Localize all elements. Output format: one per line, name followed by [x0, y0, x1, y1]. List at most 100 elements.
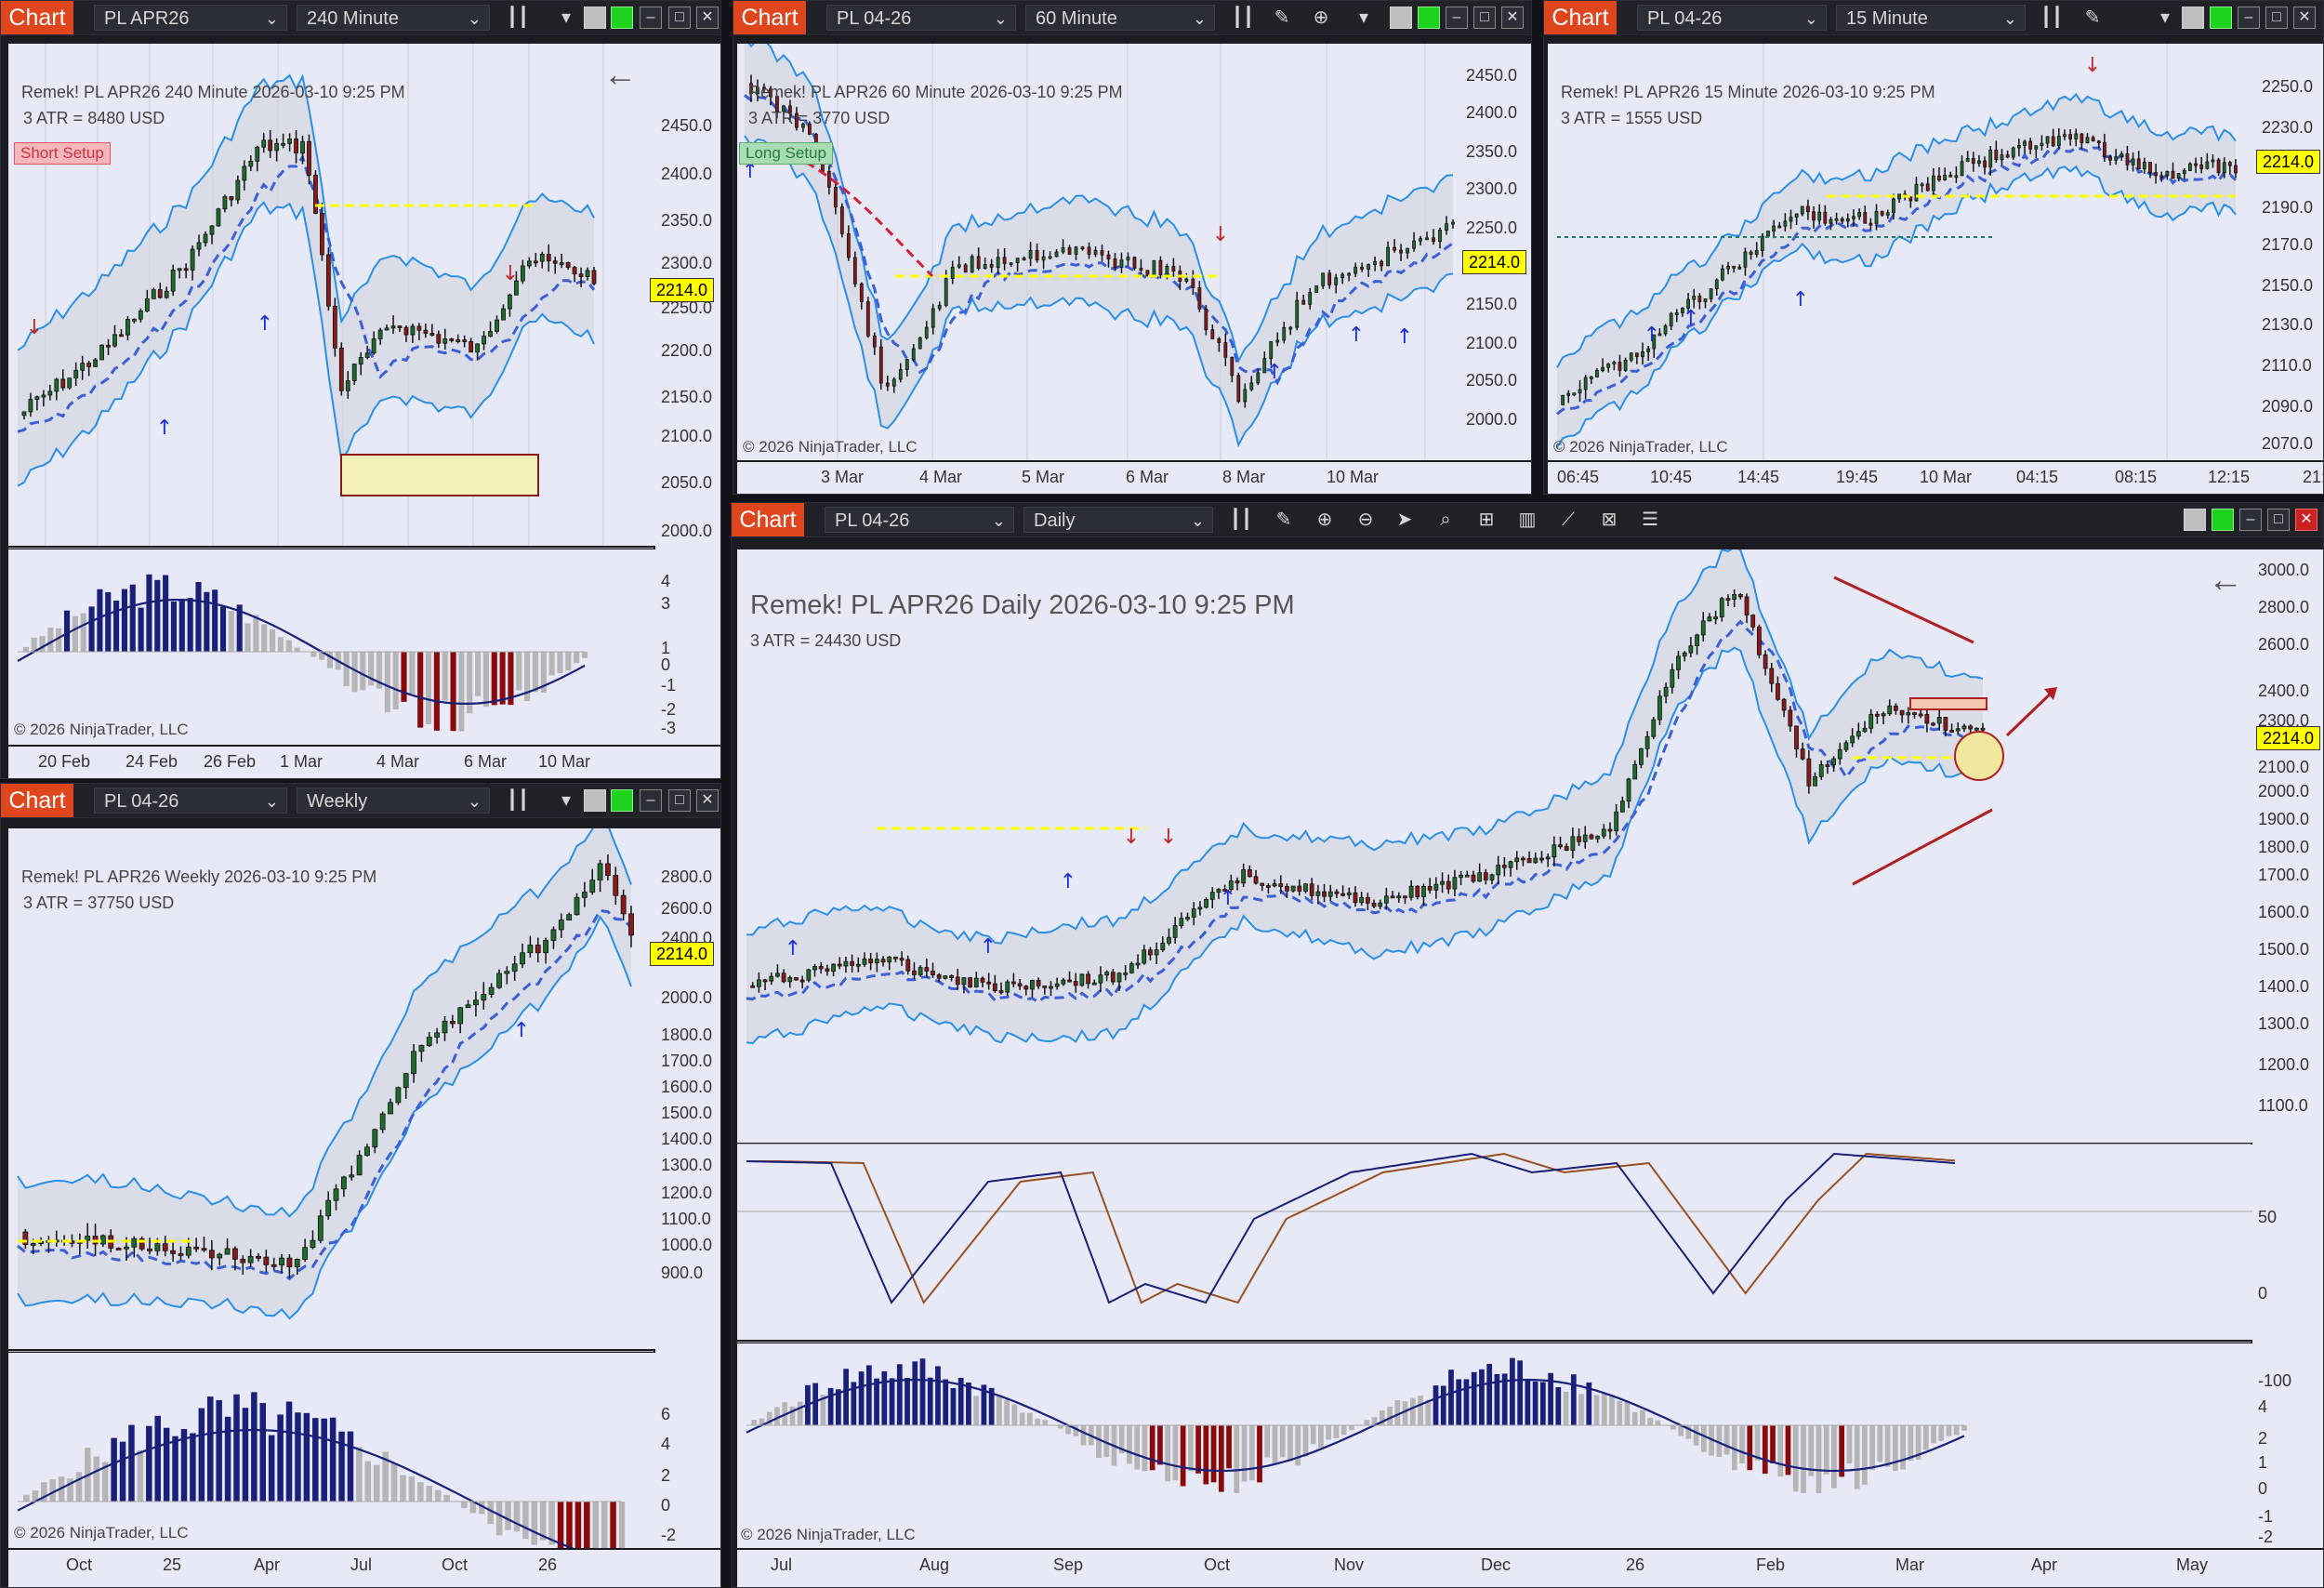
title-bar[interactable]: Chart PL 04-26 ⌄ 15 Minute ⌄ ┃┃ ✎ ▾ – □ ✕ — [1544, 1, 2323, 35]
price-panel[interactable]: ↑ ↓ ↑ ↑ ↑ Remek! PL APR26 60 Minute 2026-03-… — [737, 44, 1460, 460]
instrument-selector[interactable]: PL 04-26 ⌄ — [94, 787, 287, 814]
chart-menu-button[interactable]: Chart — [733, 1, 806, 34]
price-axis[interactable]: 2800.0 2600.0 2400.0 2000.0 1800.0 1700.0 1600… — [655, 828, 720, 1548]
minimize-button[interactable]: – — [2239, 509, 2262, 531]
properties-icon[interactable]: ⊞ — [1478, 509, 1495, 530]
pencil-icon[interactable]: ✎ — [2084, 7, 2101, 28]
chart-window-15min[interactable]: Chart PL 04-26 ⌄ 15 Minute ⌄ ┃┃ ✎ ▾ – □ ✕ … — [1543, 0, 2324, 495]
interval-selector[interactable]: 240 Minute ⌄ — [297, 5, 490, 31]
instrument-selector[interactable]: PL 04-26 ⌄ — [826, 5, 1016, 31]
oscillator-panel[interactable]: © 2026 NinjaTrader, LLC — [8, 1353, 655, 1548]
chart-menu-button[interactable]: Chart — [732, 503, 804, 536]
maximize-button[interactable]: □ — [2265, 7, 2288, 29]
instrument-selector[interactable]: PL 04-26 ⌄ — [825, 507, 1014, 533]
title-bar[interactable]: Chart PL 04-26 ⌄ Weekly ⌄ ┃┃ ▾ – □ ✕ — [1, 784, 720, 818]
chart-window-60min[interactable]: Chart PL 04-26 ⌄ 60 Minute ⌄ ┃┃ ✎ ⊕ ▾ – □ … — [733, 0, 1532, 495]
minimize-button[interactable]: – — [2238, 7, 2260, 29]
price-panel[interactable]: ↓ ↑ ↑ ↓ Remek! PL APR26 240 Minute 2026-03-… — [8, 44, 655, 546]
price-panel[interactable]: ↑ ↑ ↑ ↓ Remek! PL APR26 15 Minute 2026-03-1… — [1548, 44, 2256, 460]
time-axis[interactable]: 06:45 10:45 14:45 19:45 10 Mar 04:15 08:15 12:1… — [1548, 462, 2323, 494]
zoom-in-icon[interactable]: ⊕ — [1313, 7, 1329, 28]
pencil-icon[interactable]: ✎ — [1275, 509, 1292, 530]
price-panel[interactable]: ↑ ↑ ↑ ↑ ↓ ↓ Remek! PL APR26 Daily 2026-03-10 … — [737, 549, 2252, 1143]
price-axis[interactable]: 3000.0 2800.0 2600.0 2400.0 2300.0 2100.0 2000… — [2252, 549, 2323, 1548]
title-bar[interactable]: Chart PL 04-26 ⌄ 60 Minute ⌄ ┃┃ ✎ ⊕ ▾ – □ … — [733, 1, 1531, 35]
maximize-button[interactable]: □ — [668, 7, 691, 29]
zoom-out-icon[interactable]: ⊖ — [1357, 509, 1374, 530]
time-axis[interactable]: 3 Mar 4 Mar 5 Mar 6 Mar 8 Mar 10 Mar — [737, 462, 1531, 494]
time-axis[interactable]: Oct 25 Apr Jul Oct 26 — [8, 1550, 720, 1587]
chevron-down-icon[interactable]: ▾ — [2159, 7, 2171, 28]
bar-type-icon[interactable]: ┃┃ — [1230, 509, 1253, 530]
interval-selector[interactable]: 15 Minute ⌄ — [1836, 5, 2026, 31]
close-button[interactable]: ✕ — [2293, 7, 2316, 29]
instrument-selector[interactable]: PL APR26 ⌄ — [94, 5, 287, 31]
link-gray-button[interactable] — [2182, 7, 2204, 29]
instrument-value: PL 04-26 — [104, 791, 179, 812]
instrument-selector[interactable]: PL 04-26 ⌄ — [1637, 5, 1827, 31]
chevron-down-icon[interactable]: ▾ — [561, 7, 572, 28]
strategies-icon[interactable]: ⟋ — [1562, 509, 1575, 530]
minimize-button[interactable]: – — [640, 7, 662, 29]
chart-window-daily[interactable]: Chart PL 04-26 ⌄ Daily ⌄ ┃┃ ✎ ⊕ ⊖ ➤ ⌕ ⊞ ▥ … — [731, 502, 2324, 1588]
time-axis[interactable]: 20 Feb 24 Feb 26 Feb 1 Mar 4 Mar 6 Mar 10 Mar — [8, 747, 720, 778]
maximize-button[interactable]: □ — [668, 789, 691, 812]
list-icon[interactable]: ☰ — [1642, 509, 1658, 530]
stochastic-panel[interactable] — [737, 1145, 2252, 1340]
time-axis-label: Aug — [919, 1555, 950, 1574]
interval-selector[interactable]: Weekly ⌄ — [297, 787, 490, 814]
close-button[interactable]: ✕ — [2295, 509, 2317, 531]
bar-type-icon[interactable]: ┃┃ — [507, 790, 530, 811]
bar-type-icon[interactable]: ┃┃ — [1232, 7, 1255, 28]
long-setup-tag: Long Setup — [739, 142, 833, 165]
maximize-button[interactable]: □ — [1473, 7, 1496, 29]
zoom-in-icon[interactable]: ⊕ — [1316, 509, 1333, 530]
chart-menu-button[interactable]: Chart — [1544, 1, 1617, 34]
back-arrow-icon[interactable]: ← — [2208, 561, 2243, 600]
bar-type-icon[interactable]: ┃┃ — [2040, 7, 2064, 28]
minimize-button[interactable]: – — [640, 789, 662, 812]
bar-type-icon[interactable]: ┃┃ — [507, 7, 530, 28]
link-gray-button[interactable] — [1390, 7, 1412, 29]
maximize-button[interactable]: □ — [2267, 509, 2290, 531]
projection-arrow-head — [2044, 687, 2057, 700]
price-axis[interactable]: 2450.0 2400.0 2350.0 2300.0 2250.0 2200.0 2150… — [655, 44, 720, 745]
title-bar[interactable]: Chart PL APR26 ⌄ 240 Minute ⌄ ┃┃ ▾ – □ ✕ — [1, 1, 720, 35]
price-axis[interactable]: 2250.0 2230.0 2190.0 2170.0 2150.0 2130.0 2110… — [2256, 44, 2323, 460]
link-gray-button[interactable] — [584, 7, 606, 29]
oscillator-panel[interactable]: © 2026 NinjaTrader, LLC — [8, 549, 655, 745]
candle-body — [1446, 880, 1451, 890]
chart-window-240min[interactable]: Chart PL APR26 ⌄ 240 Minute ⌄ ┃┃ ▾ – □ ✕ ↓… — [0, 0, 721, 779]
close-button[interactable]: ✕ — [1501, 7, 1524, 29]
templates-icon[interactable]: ⊠ — [1601, 509, 1618, 530]
link-gray-button[interactable] — [2184, 509, 2206, 531]
chart-window-weekly[interactable]: Chart PL 04-26 ⌄ Weekly ⌄ ┃┃ ▾ – □ ✕ ↑ Rem… — [0, 783, 721, 1588]
link-green-button[interactable] — [2212, 509, 2234, 531]
link-green-button[interactable] — [2210, 7, 2232, 29]
back-arrow-icon[interactable]: ← — [603, 55, 637, 93]
pointer-icon[interactable]: ➤ — [1396, 509, 1413, 530]
data-box-icon[interactable]: ⌕ — [1440, 509, 1451, 530]
link-green-button[interactable] — [611, 7, 633, 29]
chart-menu-button[interactable]: Chart — [1, 784, 73, 817]
candle-body — [1974, 727, 1979, 731]
indicators-icon[interactable]: ▥ — [1518, 509, 1537, 530]
link-gray-button[interactable] — [584, 789, 606, 812]
chevron-down-icon[interactable]: ▾ — [1358, 7, 1369, 28]
close-button[interactable]: ✕ — [696, 789, 719, 812]
price-panel[interactable]: ↑ Remek! PL APR26 Weekly 2026-03-10 9:25… — [8, 828, 655, 1349]
oscillator-panel[interactable]: © 2026 NinjaTrader, LLC — [737, 1343, 2252, 1548]
interval-selector[interactable]: Daily ⌄ — [1023, 507, 1213, 533]
link-green-button[interactable] — [1418, 7, 1440, 29]
time-axis[interactable]: Jul Aug Sep Oct Nov Dec 26 Feb Mar Apr May — [737, 1550, 2323, 1587]
title-bar[interactable]: Chart PL 04-26 ⌄ Daily ⌄ ┃┃ ✎ ⊕ ⊖ ➤ ⌕ ⊞ ▥ … — [732, 503, 2323, 537]
chevron-down-icon[interactable]: ▾ — [561, 790, 572, 811]
pencil-icon[interactable]: ✎ — [1274, 7, 1290, 28]
chart-menu-button[interactable]: Chart — [1, 1, 73, 34]
minimize-button[interactable]: – — [1446, 7, 1468, 29]
link-green-button[interactable] — [611, 789, 633, 812]
candle-body — [2040, 142, 2044, 147]
interval-selector[interactable]: 60 Minute ⌄ — [1025, 5, 1215, 31]
time-axis-label: Apr — [254, 1555, 281, 1574]
close-button[interactable]: ✕ — [696, 7, 719, 29]
